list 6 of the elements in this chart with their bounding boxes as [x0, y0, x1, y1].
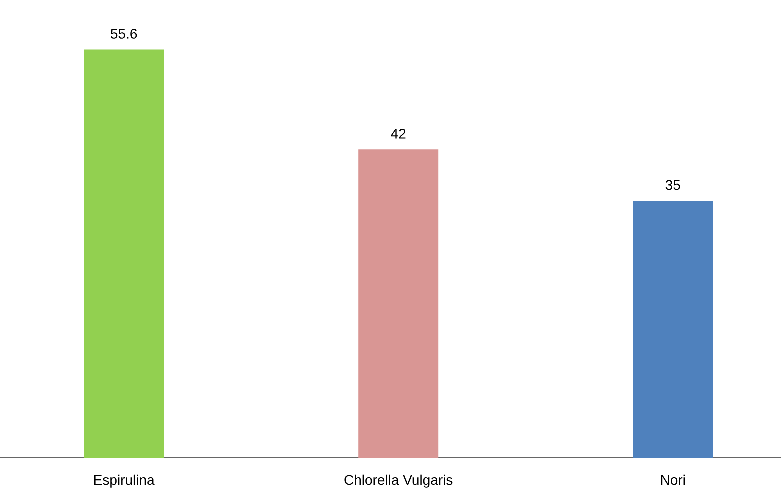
data-label: 35	[666, 180, 680, 190]
x-tick-label: Nori	[661, 474, 686, 486]
x-tick-label: Chlorella Vulgaris	[344, 474, 453, 488]
data-label: 55.6	[111, 29, 138, 39]
x-tick-label: Espirulina	[94, 474, 155, 488]
data-label: 42	[391, 129, 406, 139]
